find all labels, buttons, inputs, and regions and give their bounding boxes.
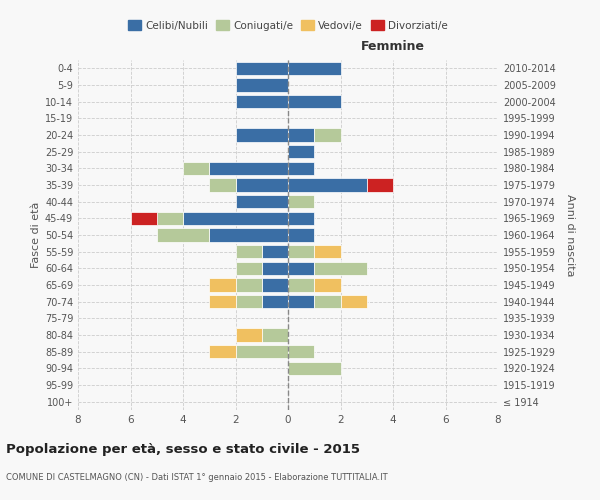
Text: COMUNE DI CASTELMAGNO (CN) - Dati ISTAT 1° gennaio 2015 - Elaborazione TUTTITALI: COMUNE DI CASTELMAGNO (CN) - Dati ISTAT … — [6, 472, 388, 482]
Bar — [235, 95, 288, 108]
Bar — [209, 228, 288, 241]
Bar — [157, 228, 209, 241]
Bar — [262, 328, 288, 342]
Bar — [209, 295, 235, 308]
Bar — [130, 212, 157, 225]
Bar — [262, 262, 288, 275]
Bar — [288, 345, 314, 358]
Bar — [235, 128, 288, 141]
Bar — [314, 245, 341, 258]
Y-axis label: Fasce di età: Fasce di età — [31, 202, 41, 268]
Bar — [288, 212, 314, 225]
Bar — [288, 228, 314, 241]
Y-axis label: Anni di nascita: Anni di nascita — [565, 194, 575, 276]
Bar — [183, 212, 288, 225]
Bar — [367, 178, 393, 192]
Legend: Celibi/Nubili, Coniugati/e, Vedovi/e, Divorziati/e: Celibi/Nubili, Coniugati/e, Vedovi/e, Di… — [124, 16, 452, 35]
Bar — [235, 328, 262, 342]
Bar — [288, 178, 367, 192]
Bar — [288, 162, 314, 175]
Bar — [288, 195, 314, 208]
Bar — [262, 278, 288, 291]
Bar — [235, 345, 288, 358]
Bar — [288, 128, 314, 141]
Bar — [209, 162, 288, 175]
Bar — [183, 162, 209, 175]
Bar — [235, 78, 288, 92]
Bar — [314, 128, 341, 141]
Bar — [157, 212, 183, 225]
Bar — [262, 245, 288, 258]
Bar — [288, 95, 341, 108]
Bar — [341, 295, 367, 308]
Bar — [209, 278, 235, 291]
Bar — [314, 278, 341, 291]
Bar — [235, 195, 288, 208]
Text: Femmine: Femmine — [361, 40, 425, 53]
Bar — [209, 345, 235, 358]
Bar — [235, 295, 262, 308]
Bar — [288, 245, 314, 258]
Bar — [288, 145, 314, 158]
Bar — [209, 178, 235, 192]
Bar — [235, 278, 262, 291]
Bar — [288, 278, 314, 291]
Bar — [235, 262, 262, 275]
Bar — [314, 262, 367, 275]
Bar — [288, 362, 341, 375]
Text: Popolazione per età, sesso e stato civile - 2015: Popolazione per età, sesso e stato civil… — [6, 442, 360, 456]
Bar — [314, 295, 341, 308]
Bar — [235, 62, 288, 75]
Bar — [288, 62, 341, 75]
Bar — [235, 178, 288, 192]
Bar — [288, 295, 314, 308]
Bar — [262, 295, 288, 308]
Bar — [235, 245, 262, 258]
Bar — [288, 262, 314, 275]
